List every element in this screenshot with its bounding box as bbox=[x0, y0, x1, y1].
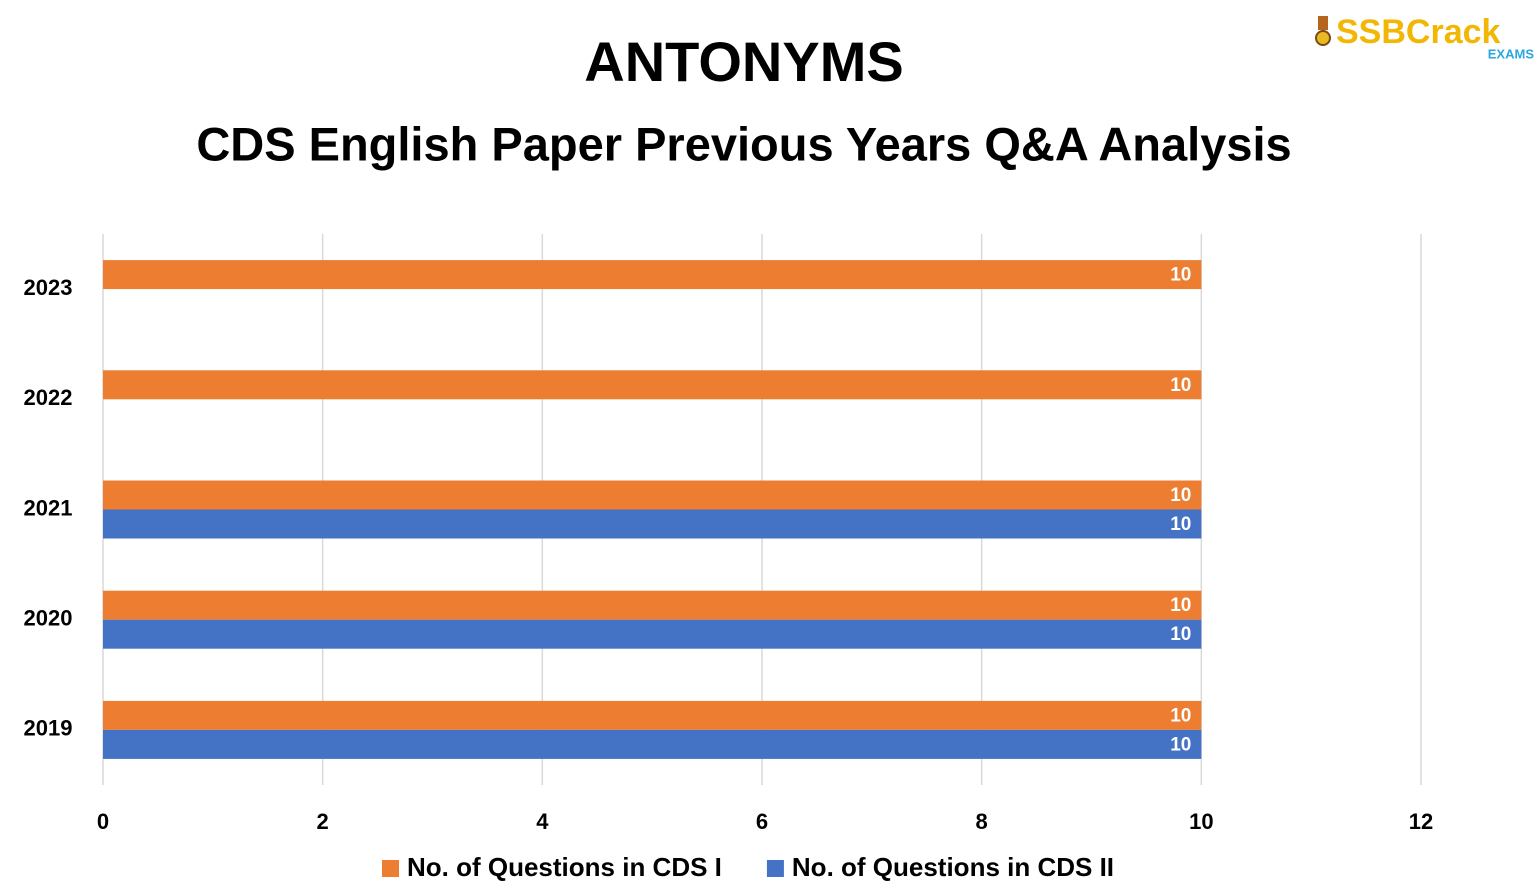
x-tick-label: 6 bbox=[756, 809, 768, 834]
bar bbox=[103, 700, 1202, 730]
bar bbox=[103, 509, 1202, 539]
bar bbox=[103, 480, 1202, 510]
x-tick-label: 8 bbox=[976, 809, 988, 834]
data-label: 10 bbox=[1170, 624, 1191, 645]
data-label: 10 bbox=[1170, 265, 1191, 286]
legend-label: No. of Questions in CDS II bbox=[792, 852, 1114, 882]
logo: SSBCrack EXAMS bbox=[1315, 13, 1535, 61]
bar bbox=[103, 370, 1202, 400]
chart-title: ANTONYMS bbox=[584, 30, 903, 93]
bar bbox=[103, 619, 1202, 649]
y-tick-label: 2023 bbox=[24, 275, 73, 300]
x-tick-label: 12 bbox=[1409, 809, 1433, 834]
data-label: 10 bbox=[1170, 485, 1191, 506]
logo-brand: SSBCrack bbox=[1336, 13, 1501, 51]
data-label: 10 bbox=[1170, 514, 1191, 535]
bar bbox=[103, 590, 1202, 620]
legend-swatch bbox=[766, 860, 784, 877]
data-label: 10 bbox=[1170, 375, 1191, 396]
data-label: 10 bbox=[1170, 734, 1191, 755]
logo-icon bbox=[1315, 30, 1331, 46]
x-tick-label: 0 bbox=[97, 809, 109, 834]
data-label: 10 bbox=[1170, 595, 1191, 616]
legend-label: No. of Questions in CDS I bbox=[407, 852, 722, 882]
x-tick-label: 2 bbox=[317, 809, 329, 834]
chart-subtitle: CDS English Paper Previous Years Q&A Ana… bbox=[196, 117, 1291, 170]
bar bbox=[103, 729, 1202, 759]
bar bbox=[103, 260, 1202, 290]
y-tick-label: 2022 bbox=[24, 385, 73, 410]
x-tick-label: 4 bbox=[536, 809, 549, 834]
logo-sub: EXAMS bbox=[1488, 46, 1535, 61]
y-tick-label: 2019 bbox=[24, 716, 73, 741]
y-tick-label: 2021 bbox=[24, 495, 73, 520]
y-tick-label: 2020 bbox=[24, 606, 73, 631]
x-tick-label: 10 bbox=[1189, 809, 1213, 834]
legend-swatch bbox=[382, 860, 399, 877]
logo-icon bbox=[1318, 16, 1328, 30]
data-label: 10 bbox=[1170, 705, 1191, 726]
